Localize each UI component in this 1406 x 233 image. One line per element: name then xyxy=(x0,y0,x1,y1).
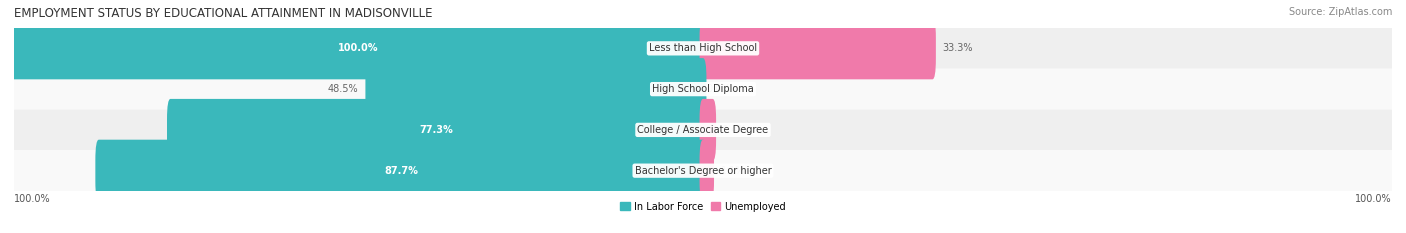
Text: 48.5%: 48.5% xyxy=(328,84,359,94)
FancyBboxPatch shape xyxy=(167,99,706,161)
FancyBboxPatch shape xyxy=(366,58,706,120)
Text: 1.4%: 1.4% xyxy=(723,125,748,135)
Text: 100.0%: 100.0% xyxy=(339,43,378,53)
Text: 33.3%: 33.3% xyxy=(943,43,973,53)
Text: Source: ZipAtlas.com: Source: ZipAtlas.com xyxy=(1288,7,1392,17)
FancyBboxPatch shape xyxy=(14,69,1392,110)
Text: 0.0%: 0.0% xyxy=(706,84,731,94)
FancyBboxPatch shape xyxy=(14,110,1392,150)
FancyBboxPatch shape xyxy=(700,99,716,161)
Text: College / Associate Degree: College / Associate Degree xyxy=(637,125,769,135)
Text: 100.0%: 100.0% xyxy=(1355,194,1392,204)
Text: EMPLOYMENT STATUS BY EDUCATIONAL ATTAINMENT IN MADISONVILLE: EMPLOYMENT STATUS BY EDUCATIONAL ATTAINM… xyxy=(14,7,433,20)
Text: 100.0%: 100.0% xyxy=(14,194,51,204)
FancyBboxPatch shape xyxy=(700,140,714,202)
Text: Less than High School: Less than High School xyxy=(650,43,756,53)
Text: High School Diploma: High School Diploma xyxy=(652,84,754,94)
FancyBboxPatch shape xyxy=(96,140,706,202)
Text: 77.3%: 77.3% xyxy=(420,125,454,135)
FancyBboxPatch shape xyxy=(11,17,706,79)
FancyBboxPatch shape xyxy=(700,17,936,79)
FancyBboxPatch shape xyxy=(14,28,1392,69)
Legend: In Labor Force, Unemployed: In Labor Force, Unemployed xyxy=(616,198,790,216)
Text: 87.7%: 87.7% xyxy=(384,166,418,176)
FancyBboxPatch shape xyxy=(14,150,1392,191)
Text: 1.1%: 1.1% xyxy=(721,166,745,176)
Text: Bachelor's Degree or higher: Bachelor's Degree or higher xyxy=(634,166,772,176)
